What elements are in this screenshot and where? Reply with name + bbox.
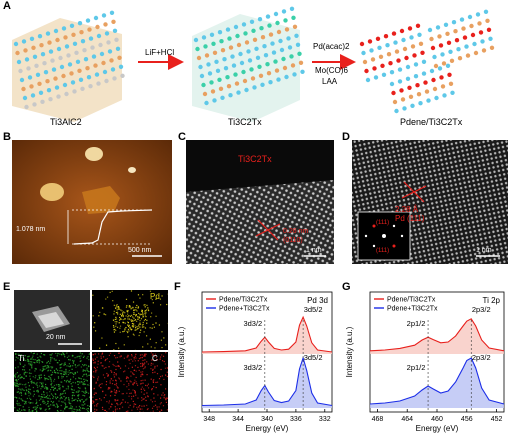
x-tick-label: 344: [232, 416, 244, 423]
x-tick-label: 460: [431, 416, 443, 423]
fft-label-top: (111): [376, 220, 390, 226]
label-laa: LAA: [322, 77, 338, 86]
y-axis-label: Intensity (a.u.): [177, 326, 186, 377]
lattice-spacing-c: 0.26 nm: [283, 228, 309, 235]
peak-label: 2p1/2: [407, 363, 426, 372]
xps-pd3d-chart: 348 344 340 336 332 Energy (eV) Intensity (a.u…: [177, 291, 333, 433]
legend-entry: Pdene/Ti3C2Tx: [387, 297, 436, 304]
eds-map-c: [92, 352, 168, 412]
label-pd-acac: Pd(acac)2: [313, 42, 350, 51]
eds-scale-label: 20 nm: [46, 334, 66, 341]
legend-entry: Pdene/Ti3C2Tx: [219, 297, 268, 304]
panel-letter-d: D: [342, 131, 350, 143]
series-line-0: [369, 318, 505, 352]
haadf-image: [14, 290, 90, 350]
panel-letter-g: G: [342, 281, 351, 293]
x-axis-label: Energy (eV): [246, 424, 289, 433]
panel-a-schematic: [12, 6, 495, 122]
peak-label: 3d5/2: [304, 353, 323, 362]
ti3c2tx-crystal: [192, 6, 305, 122]
xps-ti2p-chart: 468 464 460 456 452 Energy (eV) Intensity (a.u…: [345, 291, 505, 433]
panel-letter-c: C: [178, 131, 186, 143]
legend-entry: Pdene+Ti3C2Tx: [387, 306, 438, 313]
height-profile: [73, 209, 153, 245]
label-mo-co: Mo(CO)6: [315, 66, 348, 75]
series-line-0: [201, 315, 333, 353]
scale-label-d: 1 nm: [476, 247, 492, 254]
series-fill-0: [202, 317, 332, 354]
lattice-plane-d: Pd (111): [395, 214, 425, 223]
y-axis-label: Intensity (a.u.): [345, 326, 354, 377]
scale-label-c: 1 nm: [306, 247, 322, 254]
series-line-1: [201, 356, 333, 407]
peak-label: 3d3/2: [243, 319, 262, 328]
eds-map-pd: [92, 290, 168, 350]
eds-label-ti: Ti: [18, 354, 25, 363]
afm-flake: [128, 167, 136, 173]
series-line-1: [369, 357, 505, 405]
afm-image: [12, 140, 172, 264]
ti3alc2-crystal: [12, 10, 125, 122]
x-tick-label: 464: [401, 416, 413, 423]
peak-label: 2p1/2: [407, 319, 426, 328]
afm-flake-large: [82, 186, 120, 214]
legend-entry: Pdene+Ti3C2Tx: [219, 306, 270, 313]
label-lif-hcl: LiF+HCl: [145, 48, 175, 57]
chart-title: Pd 3d: [307, 296, 328, 305]
label-pdene-ti3c2tx: Pdene/Ti3C2Tx: [400, 117, 463, 127]
afm-flake: [85, 147, 103, 161]
peak-label: 2p3/2: [472, 305, 491, 314]
chart-title: Ti 2p: [483, 296, 501, 305]
x-axis-label: Energy (eV): [416, 424, 459, 433]
afm-flake: [40, 183, 64, 201]
label-ti3alc2: Ti3AlC2: [50, 117, 82, 127]
eds-map-ti: [14, 352, 90, 412]
peak-label: 3d3/2: [243, 363, 262, 372]
eds-label-c: C: [152, 354, 158, 363]
peak-label: 3d5/2: [304, 305, 323, 314]
lattice-spacing-d: 2.28 Å: [395, 205, 419, 214]
x-tick-label: 468: [372, 416, 384, 423]
afm-height-label: 1.078 nm: [16, 226, 46, 233]
series-fill-1: [370, 358, 504, 408]
x-tick-label: 340: [261, 416, 273, 423]
x-tick-label: 348: [203, 416, 215, 423]
panel-letter-b: B: [3, 131, 11, 143]
lattice-plane-c: (0110): [283, 237, 303, 244]
series-fill-0: [370, 318, 504, 354]
fft-label-bottom: (111): [376, 248, 390, 254]
pdene-ti3c2tx-crystals: [359, 9, 495, 114]
series-fill-1: [202, 358, 332, 408]
panel-letter-f: F: [174, 281, 181, 293]
peak-label: 2p3/2: [472, 353, 491, 362]
eds-label-pd: Pd: [150, 292, 160, 301]
label-ti3c2tx: Ti3C2Tx: [228, 117, 262, 127]
x-tick-label: 336: [290, 416, 302, 423]
panel-letter-a: A: [3, 0, 11, 12]
x-tick-label: 332: [319, 416, 331, 423]
afm-scale-label: 500 nm: [128, 247, 152, 254]
hrtem-pdene-image: [352, 140, 508, 264]
panel-letter-e: E: [3, 281, 11, 293]
hrtem-label: Ti3C2Tx: [238, 154, 272, 164]
x-tick-label: 456: [461, 416, 473, 423]
hrtem-ti3c2tx-image: [186, 140, 334, 264]
x-tick-label: 452: [491, 416, 503, 423]
